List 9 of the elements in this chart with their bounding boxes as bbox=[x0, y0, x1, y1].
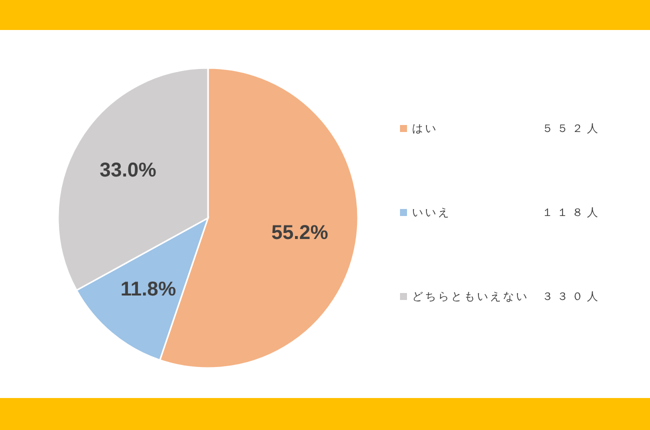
legend-label: はい bbox=[412, 120, 439, 136]
legend-label: いいえ bbox=[412, 204, 452, 220]
data-label: 11.8% bbox=[120, 278, 176, 300]
text: ３３０人 bbox=[542, 288, 602, 304]
data-label: 33.0% bbox=[100, 160, 157, 182]
data-label: 55.2% bbox=[271, 222, 328, 244]
legend-label: どちらともいえない bbox=[412, 288, 530, 304]
text: ５５２人 bbox=[542, 120, 602, 136]
text: １１８人 bbox=[542, 204, 602, 220]
